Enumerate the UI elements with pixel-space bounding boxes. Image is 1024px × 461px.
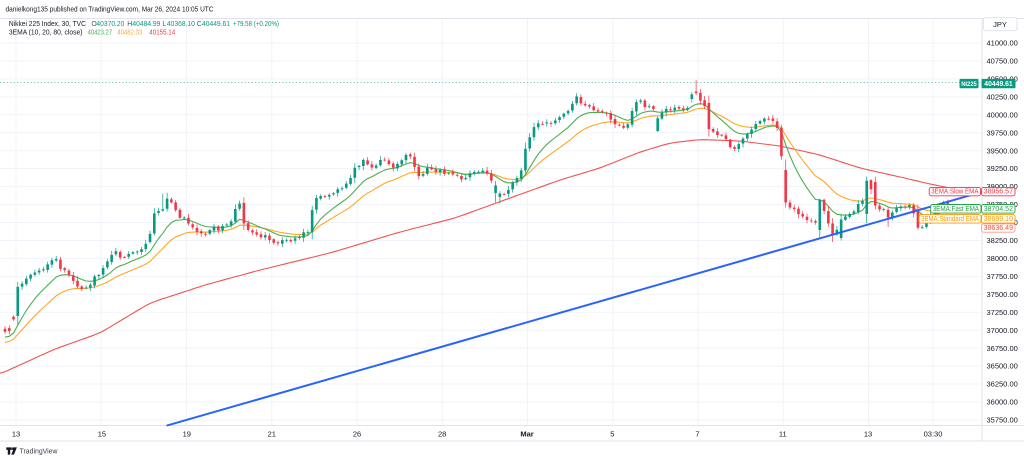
svg-text:5: 5 — [610, 430, 614, 439]
svg-text:41000.00: 41000.00 — [987, 39, 1018, 48]
svg-text:40155.14: 40155.14 — [149, 30, 175, 37]
svg-text:35750.00: 35750.00 — [987, 416, 1018, 425]
svg-text:39500.00: 39500.00 — [987, 146, 1018, 155]
svg-text:37500.00: 37500.00 — [987, 290, 1018, 299]
svg-text:37750.00: 37750.00 — [987, 272, 1018, 281]
svg-text:40370.20: 40370.20 — [96, 21, 124, 28]
svg-text:Nikkei 225 Index, 30, TVC: Nikkei 225 Index, 30, TVC — [9, 21, 86, 28]
svg-text:13: 13 — [12, 430, 20, 439]
svg-text:+79.58 (+0.20%): +79.58 (+0.20%) — [233, 21, 279, 28]
svg-text:3EMA:Slow EMA: 3EMA:Slow EMA — [931, 189, 979, 196]
svg-text:36750.00: 36750.00 — [987, 344, 1018, 353]
svg-text:38000.00: 38000.00 — [987, 254, 1018, 263]
svg-text:37250.00: 37250.00 — [987, 308, 1018, 317]
svg-text:40449.61: 40449.61 — [202, 21, 230, 28]
svg-text:11: 11 — [779, 430, 787, 439]
svg-text:38699.10: 38699.10 — [984, 216, 1014, 223]
svg-text:C: C — [197, 21, 202, 28]
svg-text:39000.00: 39000.00 — [987, 182, 1018, 191]
svg-text:19: 19 — [183, 430, 191, 439]
svg-text:37000.00: 37000.00 — [987, 326, 1018, 335]
svg-text:40423.27: 40423.27 — [88, 30, 113, 37]
svg-text:40250.00: 40250.00 — [987, 92, 1018, 101]
svg-text:Mar: Mar — [520, 430, 533, 439]
svg-text:40368.10: 40368.10 — [167, 21, 195, 28]
svg-text:3EMA:Fast EMA: 3EMA:Fast EMA — [933, 206, 980, 213]
svg-text:40000.00: 40000.00 — [987, 110, 1018, 119]
svg-text:TradingView: TradingView — [20, 446, 58, 455]
svg-text:26: 26 — [353, 430, 361, 439]
svg-text:40449.61: 40449.61 — [984, 81, 1012, 88]
svg-text:danielkong135 published on Tra: danielkong135 published on TradingView.c… — [6, 4, 214, 13]
svg-text:7: 7 — [695, 430, 699, 439]
svg-text:21: 21 — [268, 430, 276, 439]
svg-text:36250.00: 36250.00 — [987, 380, 1018, 389]
svg-text:38250.00: 38250.00 — [987, 236, 1018, 245]
svg-text:3EMA:Standard EMA: 3EMA:Standard EMA — [921, 216, 979, 223]
svg-text:L: L — [162, 21, 166, 28]
svg-text:3EMA (10, 20, 80, close): 3EMA (10, 20, 80, close) — [9, 30, 83, 37]
svg-text:36000.00: 36000.00 — [987, 398, 1018, 407]
svg-text:H: H — [127, 21, 132, 28]
svg-text:13: 13 — [864, 430, 872, 439]
svg-text:NI225: NI225 — [961, 81, 977, 88]
svg-text:38704.52: 38704.52 — [984, 206, 1014, 213]
svg-text:28: 28 — [438, 430, 446, 439]
svg-text:JPY: JPY — [993, 20, 1007, 29]
svg-text:36500.00: 36500.00 — [987, 362, 1018, 371]
svg-text:39750.00: 39750.00 — [987, 128, 1018, 137]
svg-text:40482.33: 40482.33 — [117, 30, 142, 37]
svg-text:38956.57: 38956.57 — [984, 189, 1014, 196]
svg-text:40750.00: 40750.00 — [987, 57, 1018, 66]
svg-text:O: O — [91, 21, 97, 28]
svg-text:40484.99: 40484.99 — [132, 21, 160, 28]
svg-text:38636.49: 38636.49 — [984, 225, 1014, 232]
svg-text:03:30: 03:30 — [924, 430, 943, 439]
svg-text:39250.00: 39250.00 — [987, 164, 1018, 173]
svg-text:15: 15 — [98, 430, 106, 439]
